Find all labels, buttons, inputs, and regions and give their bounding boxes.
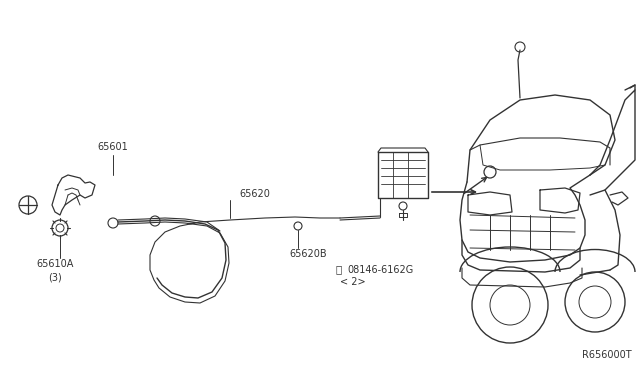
Text: 65601: 65601 [98,142,129,152]
Text: < 2>: < 2> [340,277,365,287]
Text: Ⓢ: Ⓢ [335,264,341,274]
Text: (3): (3) [48,272,62,282]
Text: 65620B: 65620B [289,249,327,259]
Text: R656000T: R656000T [582,350,632,360]
Text: 65610A: 65610A [36,259,74,269]
Text: 08146-6162G: 08146-6162G [347,265,413,275]
Text: 65620: 65620 [239,189,271,199]
